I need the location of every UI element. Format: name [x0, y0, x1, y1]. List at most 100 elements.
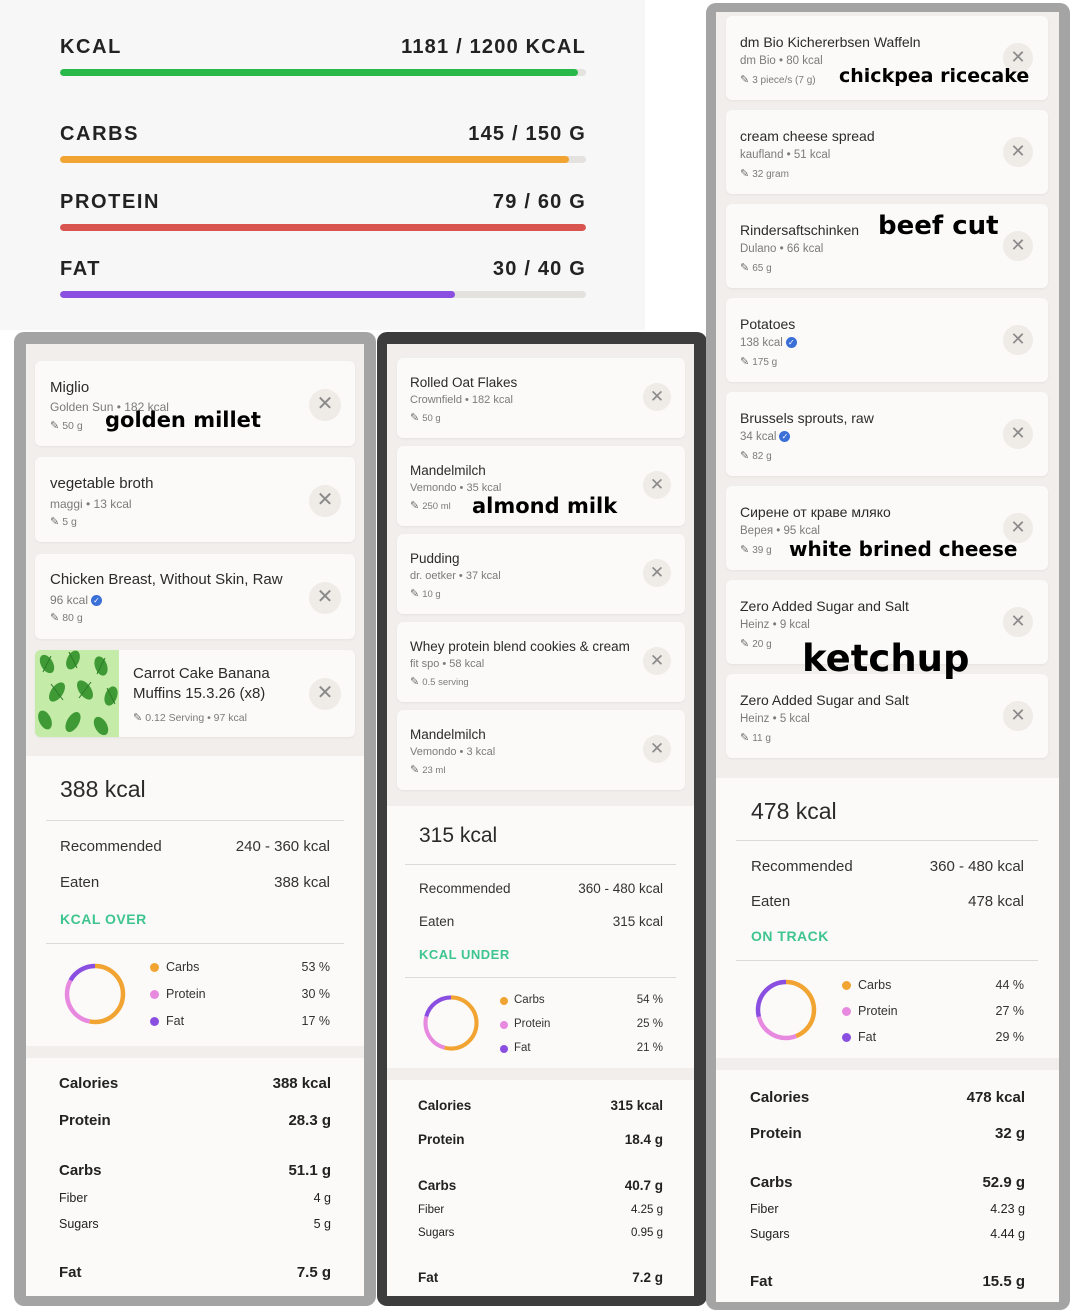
remove-food-button[interactable]: ✕ [1003, 43, 1033, 73]
food-item[interactable]: Whey protein blend cookies & cream fit s… [397, 622, 685, 702]
pencil-icon: ✎ [740, 168, 750, 180]
remove-food-button[interactable]: ✕ [1003, 701, 1033, 731]
close-icon: ✕ [649, 651, 665, 670]
remove-food-button[interactable]: ✕ [1003, 231, 1033, 261]
remove-food-button[interactable]: ✕ [643, 471, 671, 499]
food-brand-kcal: Crownfield • 182 kcal [410, 394, 513, 406]
macro-donut-chart [64, 963, 126, 1025]
carbs-value: 52.9 g [982, 1174, 1025, 1191]
food-kcal: 138 kcal ✓ [740, 337, 797, 349]
food-name: Carrot Cake Banana [133, 665, 270, 682]
food-brand-kcal: dm Bio • 80 kcal [740, 55, 823, 67]
food-item[interactable]: Carrot Cake Banana Muffins 15.3.26 (x8) … [35, 650, 355, 737]
food-name: Miglio [50, 379, 90, 396]
food-item[interactable]: vegetable broth maggi • 13 kcal ✎ 5 g ✕ [35, 457, 355, 542]
close-icon: ✕ [316, 586, 334, 608]
sugars-value: 4.44 g [990, 1227, 1025, 1241]
protein-value: 32 g [994, 1125, 1025, 1142]
food-item[interactable]: Miglio Golden Sun • 182 kcal ✎ 50 g ✕ [35, 361, 355, 446]
pencil-icon: ✎ [133, 712, 143, 724]
food-item[interactable]: Brussels sprouts, raw 34 kcal ✓ ✎ 82 g ✕ [726, 392, 1048, 476]
remove-food-button[interactable]: ✕ [309, 389, 341, 421]
portion-text: 10 g [422, 589, 441, 600]
recommended-value: 360 - 480 kcal [578, 881, 663, 896]
food-name-line-2: Muffins 15.3.26 (x8) [133, 685, 266, 702]
remove-food-button[interactable]: ✕ [309, 582, 341, 614]
legend-dot-carbs [150, 963, 159, 972]
protein-value: 28.3 g [288, 1112, 331, 1129]
food-item[interactable]: Mandelmilch Vemondo • 3 kcal ✎ 23 ml ✕ [397, 710, 685, 790]
portion-text: 3 piece/s (7 g) [752, 75, 816, 86]
fat-value: 15.5 g [982, 1273, 1025, 1290]
divider [46, 943, 344, 944]
pencil-icon: ✎ [740, 450, 750, 462]
remove-food-button[interactable]: ✕ [309, 485, 341, 517]
divider [736, 840, 1038, 841]
meal-total-kcal: 478 kcal [751, 798, 837, 824]
calories-label: Calories [59, 1075, 119, 1092]
macro-value: 30 / 40 G [492, 258, 586, 280]
remove-food-button[interactable]: ✕ [1003, 419, 1033, 449]
pencil-icon: ✎ [740, 74, 750, 86]
food-name: cream cheese spread [740, 128, 875, 144]
food-item[interactable]: Potatoes 138 kcal ✓ ✎ 175 g ✕ [726, 298, 1048, 382]
pencil-icon: ✎ [740, 544, 750, 556]
food-item[interactable]: Mandelmilch Vemondo • 35 kcal ✎ 250 ml ✕ [397, 446, 685, 526]
remove-food-button[interactable]: ✕ [1003, 607, 1033, 637]
daily-macro-summary: KCAL 1181 / 1200 KCAL CARBS 145 / 150 G … [0, 0, 645, 330]
remove-food-button[interactable]: ✕ [1003, 325, 1033, 355]
food-brand-kcal: Golden Sun • 182 kcal [50, 400, 169, 414]
macro-progress-bar [60, 156, 586, 163]
donut-segment-fat [755, 979, 817, 1041]
food-item[interactable]: Rindersaftschinken Dulano • 66 kcal ✎ 65 … [726, 204, 1048, 288]
food-portion: ✎ 50 g [410, 411, 441, 424]
close-icon: ✕ [316, 393, 334, 415]
divider [405, 977, 676, 978]
sugars-value: 0.95 g [631, 1227, 663, 1239]
food-item[interactable]: Zero Added Sugar and Salt Heinz • 9 kcal… [726, 580, 1048, 664]
macro-donut-chart [423, 995, 479, 1051]
remove-food-button[interactable]: ✕ [309, 678, 341, 710]
legend-pct-fat: 29 % [995, 1030, 1025, 1044]
remove-food-button[interactable]: ✕ [1003, 513, 1033, 543]
food-item[interactable]: Pudding dr. oetker • 37 kcal ✎ 10 g ✕ [397, 534, 685, 614]
food-name: Rolled Oat Flakes [410, 375, 518, 390]
food-name: Whey protein blend cookies & cream [410, 639, 630, 654]
remove-food-button[interactable]: ✕ [1003, 137, 1033, 167]
remove-food-button[interactable]: ✕ [643, 559, 671, 587]
food-item[interactable]: Zero Added Sugar and Salt Heinz • 5 kcal… [726, 674, 1048, 758]
food-name: Сирене от краве мляко [740, 504, 891, 520]
food-item[interactable]: Chicken Breast, Without Skin, Raw 96 kca… [35, 554, 355, 639]
fiber-value: 4.23 g [990, 1202, 1025, 1216]
fiber-value: 4 g [313, 1191, 331, 1205]
pencil-icon: ✎ [50, 612, 60, 624]
food-item[interactable]: Rolled Oat Flakes Crownfield • 182 kcal … [397, 358, 685, 438]
meal-total-kcal: 388 kcal [60, 776, 146, 802]
food-brand-kcal: Верея • 95 kcal [740, 525, 820, 537]
food-brand-kcal: Vemondo • 35 kcal [410, 482, 502, 494]
legend-pct-carbs: 54 % [636, 994, 663, 1006]
annotation-white-brined-cheese: white brined cheese [789, 537, 1018, 561]
legend-dot-protein [150, 990, 159, 999]
leaf-pattern-icon [35, 650, 119, 737]
remove-food-button[interactable]: ✕ [643, 735, 671, 763]
annotation-almond-milk: almond milk [472, 494, 618, 518]
food-name: Chicken Breast, Without Skin, Raw [50, 571, 283, 588]
food-portion: ✎ 0.12 Serving • 97 kcal [133, 711, 247, 724]
food-portion: ✎ 10 g [410, 587, 441, 600]
remove-food-button[interactable]: ✕ [643, 383, 671, 411]
calories-label: Calories [418, 1098, 472, 1113]
protein-value: 18.4 g [624, 1132, 663, 1147]
nutrient-breakdown: Calories 478 kcal Protein 32 g Carbs 52.… [716, 1070, 1059, 1302]
meal-column-2: Rolled Oat Flakes Crownfield • 182 kcal … [387, 344, 694, 1296]
macro-progress-bar [60, 224, 586, 231]
remove-food-button[interactable]: ✕ [643, 647, 671, 675]
portion-text: 82 g [752, 451, 772, 462]
food-portion: ✎ 23 ml [410, 763, 445, 776]
food-item[interactable]: Сирене от краве мляко Верея • 95 kcal ✎ 3… [726, 486, 1048, 570]
food-item[interactable]: cream cheese spread kaufland • 51 kcal ✎… [726, 110, 1048, 194]
pencil-icon: ✎ [50, 420, 60, 432]
legend-dot-fat [842, 1033, 851, 1042]
verified-check-icon: ✓ [91, 595, 103, 607]
food-item[interactable]: dm Bio Kichererbsen Waffeln dm Bio • 80 … [726, 16, 1048, 100]
